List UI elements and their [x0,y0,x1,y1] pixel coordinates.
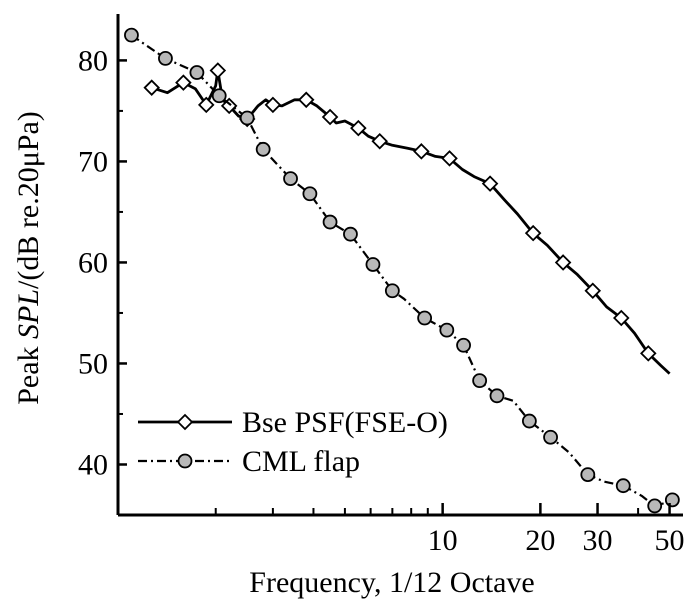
marker-cml-flap-2 [189,65,205,80]
marker-bse-psf-2 [197,96,215,114]
marker-cml-flap-15 [472,373,488,389]
x-tick-label-20: 20 [525,524,555,557]
y-tick-label-60: 60 [78,246,108,279]
marker-bse-psf-14 [524,224,542,242]
y-tick-label-40: 40 [78,448,108,481]
legend-marker-bse-psf [176,413,194,431]
marker-cml-flap-7 [302,186,318,202]
legend-item-bse-psf: Bse PSF(FSE-O) [138,406,448,439]
legend-swatch-bse-psf [138,413,232,431]
marker-bse-psf-1 [175,74,192,91]
series-bse-psf [143,62,671,375]
y-axis-title: Peak SPL/(dB re.20μPa) [12,111,45,405]
marker-bse-psf-17 [613,309,630,327]
x-tick-label-30: 30 [583,524,613,557]
y-axis-title-prefix: Peak [12,339,45,405]
marker-bse-psf-3 [209,62,227,79]
marker-bse-psf-15 [554,254,572,271]
marker-bse-psf-10 [371,132,388,150]
legend-marker-cml-flap [177,453,193,469]
ticks: 40 50 60 70 80 10 20 30 50 [78,44,685,557]
marker-cml-flap-19 [580,467,596,482]
marker-cml-flap-1 [158,50,173,66]
marker-cml-flap-9 [343,226,358,242]
x-axis-title: Frequency, 1/12 Octave [249,566,534,599]
marker-cml-flap-6 [283,171,298,187]
y-tick-label-70: 70 [78,145,108,178]
marker-bse-psf-6 [264,96,282,114]
marker-bse-psf-8 [321,108,339,126]
marker-bse-psf-7 [297,91,315,109]
axes [116,14,683,517]
marker-cml-flap-11 [384,283,400,299]
series-cml-flap [124,27,680,514]
marker-bse-psf-18 [640,345,657,362]
marker-cml-flap-22 [664,492,680,508]
marker-bse-psf-11 [413,143,430,160]
y-tick-label-50: 50 [78,347,108,380]
marker-cml-flap-21 [647,498,663,514]
y-axis-title-suffix: /(dB re.20μPa) [12,111,45,289]
marker-cml-flap-5 [255,141,271,157]
marker-cml-flap-14 [456,337,471,353]
marker-bse-psf-16 [584,282,602,300]
legend-label-bse-psf: Bse PSF(FSE-O) [242,406,448,439]
marker-cml-flap-20 [615,478,631,494]
marker-cml-flap-0 [124,27,139,43]
legend-swatch-cml-flap [138,453,232,469]
marker-bse-psf-9 [350,119,367,137]
marker-bse-psf-0 [143,79,160,96]
legend-label-cml-flap: CML flap [242,445,360,478]
marker-bse-psf-12 [441,150,458,167]
legend-item-cml-flap: CML flap [138,445,360,478]
marker-cml-flap-3 [211,88,227,104]
series-line-bse-psf [151,69,671,375]
x-tick-label-10: 10 [428,524,458,557]
y-tick-label-80: 80 [78,44,108,77]
marker-cml-flap-18 [543,429,558,445]
x-tick-label-50: 50 [655,524,685,557]
marker-cml-flap-13 [439,322,455,338]
series-layer [124,27,680,514]
marker-cml-flap-16 [489,388,505,404]
marker-cml-flap-8 [322,214,338,230]
marker-bse-psf-4 [220,97,238,115]
legend: Bse PSF(FSE-O) CML flap [138,406,448,478]
marker-cml-flap-17 [521,413,537,429]
marker-cml-flap-12 [417,310,433,326]
y-axis-title-spl: SPL [12,289,45,339]
marker-bse-psf-13 [481,175,499,192]
marker-cml-flap-10 [365,257,381,272]
marker-cml-flap-4 [239,110,255,126]
